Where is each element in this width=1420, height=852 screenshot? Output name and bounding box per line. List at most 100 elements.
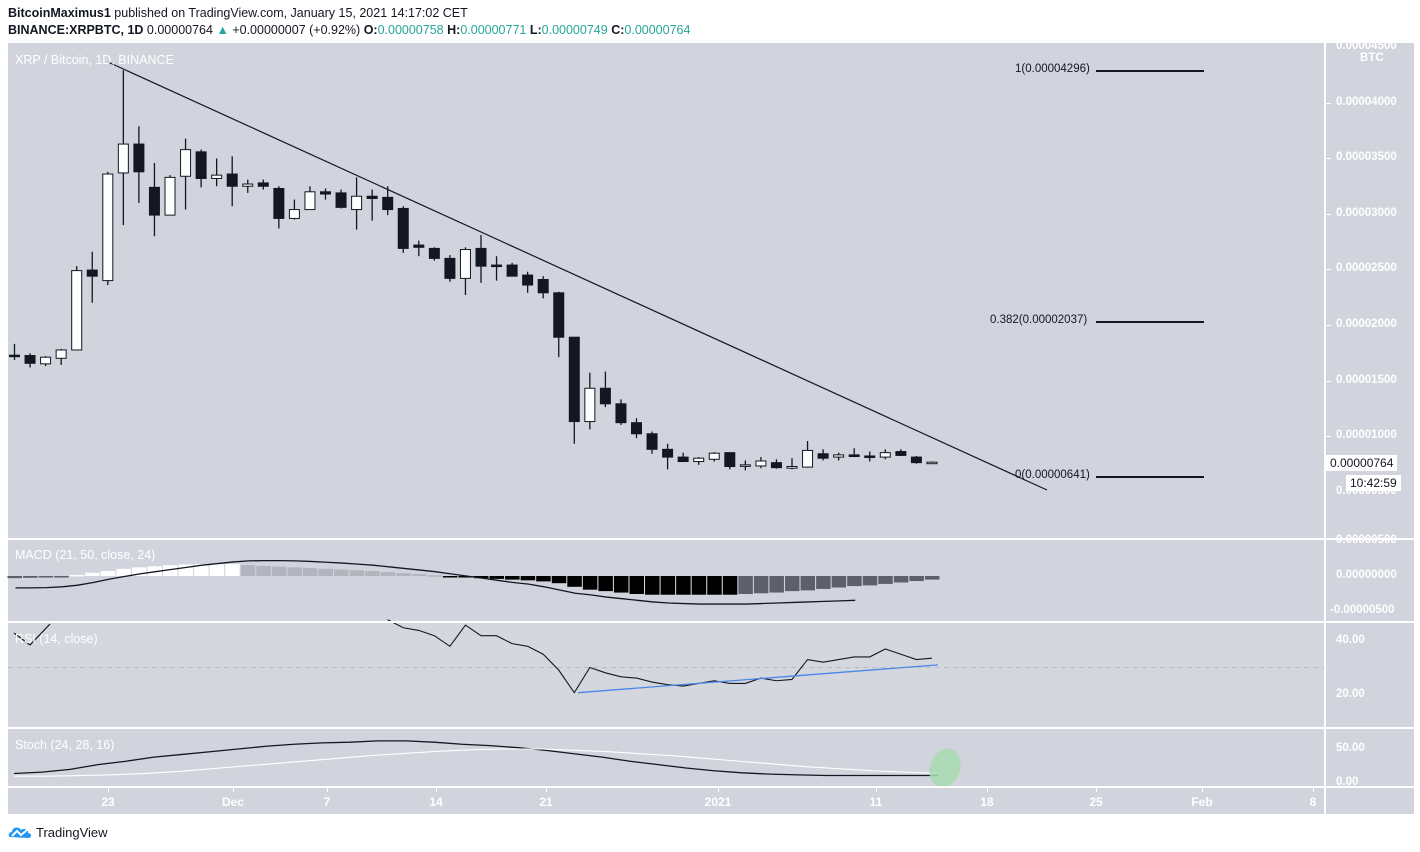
macd-histogram-bar (520, 576, 536, 581)
bearish-candle (770, 462, 782, 469)
macd-axis[interactable] (1326, 540, 1414, 621)
rsi-tick: 20.00 (1336, 688, 1365, 700)
time-axis-label: 2021 (704, 795, 732, 809)
bullish-candle (304, 191, 316, 211)
tradingview-footer[interactable]: TradingView (8, 824, 108, 840)
macd-histogram-bar (893, 576, 909, 583)
bullish-candle (288, 209, 300, 219)
symbol-label[interactable]: BINANCE:XRPBTC, 1D (8, 23, 144, 37)
time-axis-label: 23 (101, 795, 115, 809)
bearish-candle (444, 257, 456, 279)
bearish-candle (910, 456, 922, 464)
macd-histogram-bar (676, 576, 691, 595)
macd-title: MACD (21, 50, close, 24) (15, 548, 156, 562)
macd-histogram-bar (909, 576, 924, 582)
fib-level-0382-line[interactable] (1096, 321, 1204, 323)
bearish-candle (817, 453, 829, 459)
macd-histogram-bar (816, 576, 831, 589)
bullish-candle (102, 173, 114, 282)
time-axis-tick (1096, 787, 1097, 792)
time-axis-tick (1313, 787, 1314, 792)
bullish-candle (55, 349, 67, 359)
macd-histogram-bar (163, 565, 178, 576)
currency-label: BTC (1360, 52, 1384, 64)
fib-level-0-line[interactable] (1096, 476, 1204, 478)
time-axis-label: 8 (1309, 795, 1317, 809)
macd-histogram-bar (458, 576, 473, 578)
price-tick: 0.00004500 (1336, 40, 1397, 52)
open-label: O: (363, 23, 378, 37)
bearish-candle (895, 451, 907, 456)
time-axis-label: Feb (1191, 795, 1213, 809)
macd-histogram-bar (924, 576, 940, 580)
stoch-pane[interactable] (8, 729, 1324, 786)
bearish-candle (553, 292, 565, 338)
macd-histogram-bar (365, 570, 380, 576)
bullish-candle (211, 174, 223, 179)
rsi-axis[interactable] (1326, 623, 1414, 727)
tick-mark (1326, 269, 1331, 270)
macd-histogram-bar (442, 576, 458, 578)
rsi-pane[interactable] (8, 623, 1324, 727)
bearish-candle (475, 247, 487, 267)
macd-histogram-bar (225, 564, 240, 576)
bearish-candle (413, 244, 425, 248)
fib-level-1-line[interactable] (1096, 70, 1204, 72)
bearish-candle (335, 192, 347, 208)
bullish-candle (693, 457, 705, 463)
bearish-candle (522, 274, 534, 286)
bearish-candle (24, 355, 36, 364)
time-axis-tick (1202, 787, 1203, 792)
bearish-candle (677, 456, 689, 463)
bullish-candle (117, 143, 129, 174)
stoch-axis[interactable] (1326, 729, 1414, 786)
fib-level-1-label[interactable]: 1(0.00004296) (1015, 63, 1090, 75)
descending-trendline (107, 61, 1048, 491)
author-name[interactable]: BitcoinMaximus1 (8, 6, 111, 20)
macd-histogram-bar (380, 572, 396, 576)
bearish-candle (148, 186, 160, 216)
stoch-k-line (13, 740, 938, 777)
macd-histogram-bar (707, 576, 722, 595)
bullish-candle (459, 249, 471, 279)
macd-histogram-bar (411, 574, 427, 576)
fib-level-0382-label[interactable]: 0.382(0.00002037) (990, 314, 1088, 326)
macd-histogram-bar (302, 568, 318, 576)
macd-tick: -0.00000500 (1330, 604, 1395, 616)
bearish-candle (599, 387, 611, 405)
bearish-candle (615, 403, 627, 424)
rsi-title: RSI (14, close) (15, 632, 98, 646)
fib-level-0-label[interactable]: 0(0.00000641) (1015, 469, 1090, 481)
tick-mark (1326, 103, 1331, 104)
macd-histogram-bar (178, 564, 194, 576)
stoch-title: Stoch (24, 28, 16) (15, 738, 115, 752)
macd-histogram-bar (116, 568, 131, 576)
bearish-candle (382, 196, 394, 211)
low-value: 0.00000749 (541, 23, 608, 37)
bullish-candle (802, 449, 814, 468)
bullish-candle (708, 452, 720, 460)
macd-histogram-bar (753, 576, 769, 594)
bullish-candle (180, 149, 192, 177)
macd-tick: 0.00000500 (1336, 534, 1397, 546)
close-value: 0.00000764 (624, 23, 691, 37)
tradingview-logo-icon (8, 827, 32, 838)
tick-mark (1326, 158, 1331, 159)
time-axis[interactable] (8, 788, 1324, 814)
macd-histogram-bar (598, 576, 613, 592)
price-change: +0.00000007 (+0.92%) (232, 23, 361, 37)
price-tick: 0.00002000 (1336, 318, 1397, 330)
bullish-candle (786, 466, 798, 469)
bullish-candle (351, 195, 363, 211)
high-label: H: (447, 23, 461, 37)
macd-histogram-bar (7, 576, 22, 579)
time-axis-tick (436, 787, 437, 792)
axis-separator (1324, 43, 1326, 814)
rsi-line-fragment (13, 623, 51, 646)
macd-histogram-bar (489, 576, 505, 579)
macd-histogram-bar (23, 576, 38, 578)
last-price: 0.00000764 (146, 23, 213, 37)
time-axis-tick (108, 787, 109, 792)
up-arrow-icon: ▲ (216, 23, 229, 37)
